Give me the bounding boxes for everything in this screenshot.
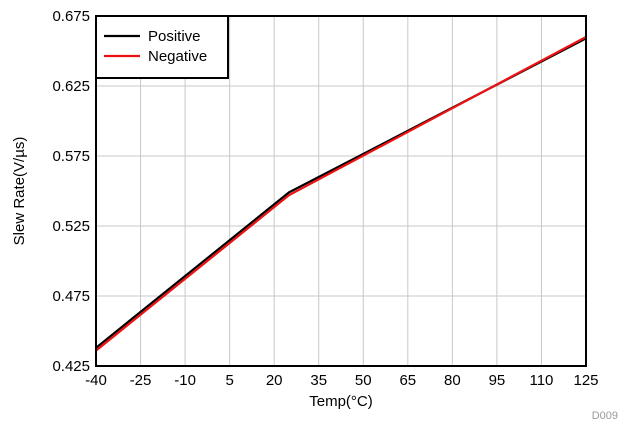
x-tick-label: 65 (399, 372, 416, 389)
x-tick-label: 50 (355, 372, 372, 389)
y-axis-title: Slew Rate(V/µs) (11, 137, 28, 246)
y-tick-label: 0.525 (52, 218, 90, 235)
y-tick-label: 0.575 (52, 148, 90, 165)
x-axis-title: Temp(°C) (309, 393, 373, 410)
x-tick-label: -10 (174, 372, 196, 389)
legend-label-negative: Negative (148, 48, 207, 65)
legend-label-positive: Positive (148, 28, 201, 45)
legend: Positive Negative (95, 15, 229, 79)
legend-box (95, 15, 229, 79)
x-tick-label: 5 (225, 372, 233, 389)
series-layer (95, 36, 587, 352)
x-tick-label: -40 (85, 372, 107, 389)
y-tick-label: 0.425 (52, 358, 90, 375)
series-line-negative (95, 36, 587, 352)
x-tick-label: 110 (529, 372, 553, 389)
y-tick-label: 0.625 (52, 78, 90, 95)
x-tick-label: 80 (444, 372, 461, 389)
x-tick-label: 125 (573, 372, 598, 389)
series-line-positive (95, 37, 587, 349)
plot-frame (95, 15, 587, 367)
x-tick-labels: -40 -25 -10 5 20 35 50 65 80 95 110 125 (85, 372, 598, 389)
y-tick-label: 0.675 (52, 8, 90, 25)
y-tick-labels: 0.425 0.475 0.525 0.575 0.625 0.675 (52, 8, 90, 375)
x-tick-label: -25 (130, 372, 152, 389)
x-tick-label: 95 (489, 372, 506, 389)
figure-id-label: D009 (592, 410, 618, 422)
x-tick-label: 20 (266, 372, 283, 389)
x-tick-label: 35 (310, 372, 327, 389)
y-tick-label: 0.475 (52, 288, 90, 305)
